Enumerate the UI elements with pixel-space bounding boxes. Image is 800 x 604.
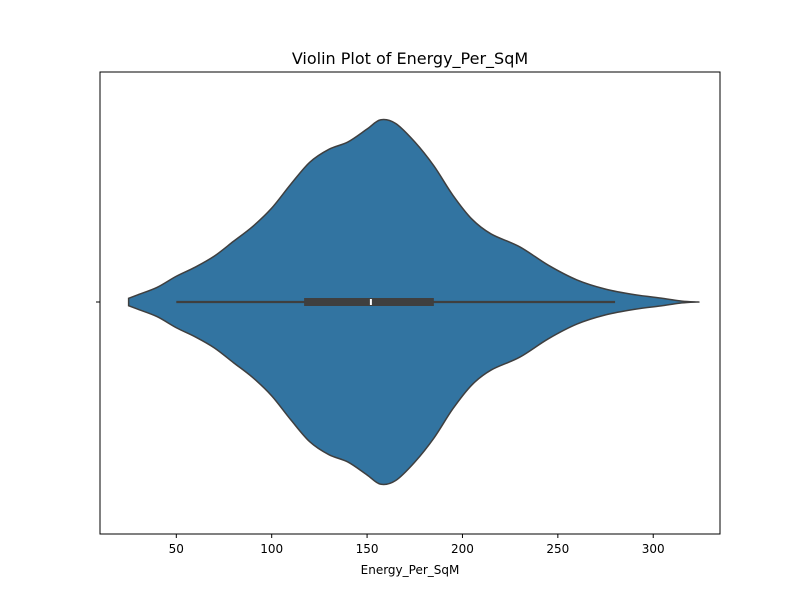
median-marker [369, 299, 372, 305]
axes-frame [99, 71, 721, 535]
x-tick-label: 50 [169, 542, 184, 556]
chart-title: Violin Plot of Energy_Per_SqM [292, 49, 528, 69]
x-tick-label: 150 [356, 542, 379, 556]
x-tick-label: 250 [546, 542, 569, 556]
iqr-box [304, 298, 434, 306]
x-tick-label: 100 [260, 542, 283, 556]
x-tick-label: 200 [451, 542, 474, 556]
plot-area [127, 118, 700, 486]
x-axis-label: Energy_Per_SqM [361, 563, 460, 577]
x-axis-ticks: 50 100 150 200 250 300 [169, 534, 665, 556]
x-tick-label: 300 [642, 542, 665, 556]
